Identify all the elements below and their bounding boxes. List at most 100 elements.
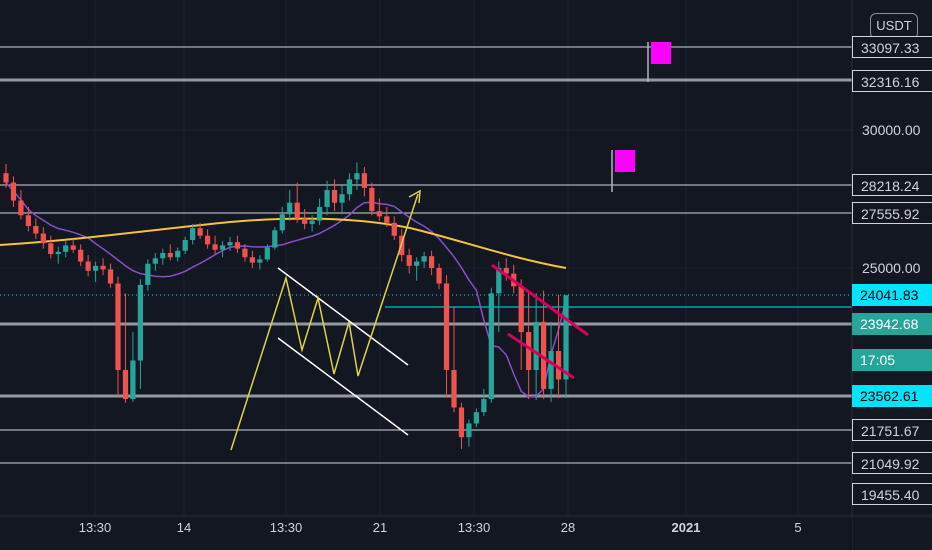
candle-body <box>391 222 397 236</box>
candle-body <box>33 226 39 234</box>
price-axis-tick: 30000.00 <box>862 122 921 138</box>
candle-body <box>122 369 129 400</box>
candle-body <box>25 215 32 227</box>
candle-body <box>18 200 24 216</box>
candle-body <box>160 252 166 259</box>
candle-body <box>331 189 338 203</box>
time-axis-tick: 5 <box>794 520 801 535</box>
flag-lower-line <box>507 332 575 380</box>
candle-body <box>257 259 263 263</box>
candle-body <box>361 173 368 188</box>
flag-upper-line <box>491 263 589 337</box>
candle-body <box>533 321 539 370</box>
candle-body <box>354 173 360 180</box>
candle-body <box>130 360 136 400</box>
channel-upper-line <box>277 267 409 366</box>
candle-body <box>302 218 308 224</box>
candle-body <box>458 407 465 438</box>
candle-body <box>309 220 315 224</box>
candle-body <box>137 284 144 361</box>
candle-body <box>279 214 285 231</box>
candle-body <box>175 250 181 258</box>
price-label[interactable]: 19455.40 <box>852 483 932 505</box>
candle-body <box>152 258 158 264</box>
candle-body <box>85 261 91 271</box>
candle-body <box>92 265 99 271</box>
candle-body <box>242 248 248 258</box>
drawings[interactable] <box>230 42 671 451</box>
candle-body <box>167 252 173 258</box>
candle-body <box>384 216 390 223</box>
candle-body <box>10 182 17 201</box>
price-axis-tick: 25000.00 <box>862 260 921 276</box>
flag-marker <box>651 42 671 64</box>
price-label[interactable]: 33097.33 <box>852 36 932 58</box>
candles <box>3 162 569 449</box>
price-label[interactable]: 21049.92 <box>852 452 932 474</box>
price-label[interactable]: 23562.61 <box>852 385 932 407</box>
candle-body <box>481 399 487 413</box>
time-axis-tick: 13:30 <box>79 520 112 535</box>
candle-body <box>145 263 151 285</box>
time-axis-background <box>0 516 852 550</box>
time-axis-tick: 13:30 <box>458 520 491 535</box>
candle-body <box>496 268 502 294</box>
horizontal-levels[interactable] <box>0 46 852 464</box>
candle-body <box>78 249 84 262</box>
candle-body <box>414 261 420 266</box>
time-axis-tick: 28 <box>561 520 575 535</box>
candle-body <box>107 269 114 284</box>
price-label[interactable]: 21751.67 <box>852 419 932 441</box>
candle-body <box>563 295 569 380</box>
candle-body <box>190 228 196 241</box>
candle-body <box>376 211 382 217</box>
price-label[interactable]: 23942.68 <box>852 313 932 335</box>
candle-body <box>526 332 532 370</box>
candle-body <box>204 235 211 245</box>
candle-body <box>212 244 218 250</box>
candle-body <box>3 173 9 183</box>
candle-body <box>436 268 442 284</box>
channel-lower-line <box>277 337 409 436</box>
price-label[interactable]: 27555.92 <box>852 202 932 224</box>
candle-body <box>264 247 270 260</box>
candle-body <box>234 242 241 249</box>
candle-body <box>197 228 203 236</box>
price-label[interactable]: 32316.16 <box>852 70 932 92</box>
candle-body <box>55 251 61 255</box>
price-label[interactable]: 24041.83 <box>852 284 932 306</box>
candle-body <box>115 283 121 370</box>
candle-body <box>443 283 450 370</box>
candle-body <box>316 206 323 221</box>
candle-body <box>48 243 54 255</box>
time-axis-tick: 14 <box>177 520 191 535</box>
candle-body <box>503 268 509 274</box>
moving-average-fast <box>5 182 567 398</box>
candle-body <box>219 245 226 250</box>
candle-body <box>287 202 293 215</box>
moving-averages <box>0 182 567 398</box>
candle-body <box>421 256 427 262</box>
candle-body <box>63 245 69 252</box>
candle-body <box>555 351 562 380</box>
candle-body <box>272 230 278 248</box>
candle-body <box>294 202 300 219</box>
candle-body <box>451 369 457 408</box>
candle-body <box>324 189 330 207</box>
candle-body <box>249 257 256 263</box>
price-label[interactable]: 17:05 <box>852 349 932 371</box>
moving-average-slow <box>0 217 567 269</box>
candle-body <box>40 233 46 244</box>
candle-body <box>488 293 494 400</box>
candle-body <box>518 286 524 333</box>
candle-body <box>182 240 188 251</box>
candle-body <box>227 242 233 246</box>
candle-body <box>548 351 554 389</box>
price-label[interactable]: 28218.24 <box>852 174 932 196</box>
time-axis-tick: 21 <box>373 520 387 535</box>
time-axis-tick: 2021 <box>672 520 701 535</box>
arrow-head <box>408 189 421 204</box>
candle-body <box>406 255 412 266</box>
